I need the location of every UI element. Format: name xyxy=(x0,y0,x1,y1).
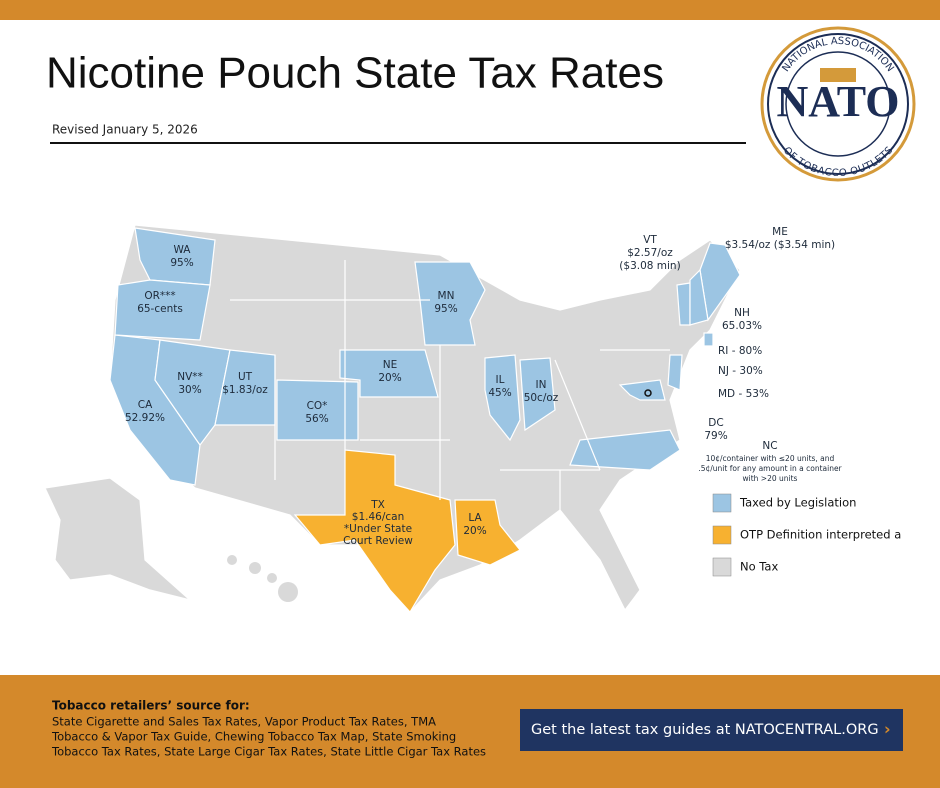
alaska xyxy=(44,477,191,601)
state-shape xyxy=(689,268,709,326)
state-label: OR*** xyxy=(144,290,175,302)
state-shape xyxy=(569,429,681,471)
state-label: TX xyxy=(370,499,385,511)
state-label: 10¢/container with ≤20 units, and xyxy=(706,454,835,463)
state-label: IL xyxy=(496,374,505,386)
state-label: ME xyxy=(772,226,788,238)
state-shape xyxy=(618,379,666,401)
state-shape xyxy=(414,261,486,346)
cta-button-bg[interactable] xyxy=(520,709,903,751)
map xyxy=(44,224,741,614)
state-borders xyxy=(230,260,670,540)
state-label: MN xyxy=(438,290,455,302)
footer-line: Tobacco Tax Rates, State Large Cigar Tax… xyxy=(51,745,486,759)
title: Nicotine Pouch State Tax Rates xyxy=(46,49,664,98)
state-label: $3.54/oz ($3.54 min) xyxy=(725,239,835,251)
footer-line: State Cigarette and Sales Tax Rates, Vap… xyxy=(52,715,436,729)
state-shape xyxy=(644,389,652,397)
state-shape xyxy=(519,357,556,432)
state-shape xyxy=(293,449,456,614)
us-outline xyxy=(109,224,741,613)
state-label: UT xyxy=(238,371,253,383)
state-label: VT xyxy=(643,234,657,246)
state-label: MD - 53% xyxy=(718,388,769,400)
state-label: $1.83/oz xyxy=(222,384,268,396)
state-label: 95% xyxy=(434,303,457,315)
state-label: 95% xyxy=(170,257,193,269)
cta-arrow[interactable]: › xyxy=(884,720,891,739)
cta-button[interactable]: Get the latest tax guides at NATOCENTRAL… xyxy=(520,709,903,751)
state-label: 56% xyxy=(305,413,328,425)
state-shape xyxy=(154,339,231,447)
state-label: .5¢/unit for any amount in a container xyxy=(698,464,842,473)
top-bar xyxy=(0,0,940,20)
state-shape xyxy=(339,349,439,398)
state-label: 20% xyxy=(378,372,401,384)
legend-label: OTP Definition interpreted a xyxy=(740,528,901,542)
state-label: ($3.08 min) xyxy=(619,260,680,272)
logo-name: NATO xyxy=(776,77,899,126)
state-shape xyxy=(484,354,521,442)
footer-heading: Tobacco retailers’ source for: xyxy=(52,699,250,713)
state-label: 20% xyxy=(463,525,486,537)
state-label: RI - 80% xyxy=(718,345,762,357)
state-label: NE xyxy=(383,359,398,371)
state-label: LA xyxy=(468,512,482,524)
state-label: Court Review xyxy=(343,535,413,547)
state-label: DC xyxy=(708,417,723,429)
state-label: 79% xyxy=(704,430,727,442)
state-label: 65.03% xyxy=(722,320,762,332)
state-label: 30% xyxy=(178,384,201,396)
logo: NATIONAL ASSOCIATION OF TOBACCO OUTLETS … xyxy=(760,26,916,182)
state-shape xyxy=(703,332,714,347)
state-label: 45% xyxy=(488,387,511,399)
state-shape xyxy=(276,379,359,441)
state-label: CO* xyxy=(307,400,328,412)
legend-label: No Tax xyxy=(740,560,778,574)
state-label: 50c/oz xyxy=(524,392,559,404)
legend-swatch xyxy=(712,557,732,577)
legend-label: Taxed by Legislation xyxy=(739,496,856,510)
legend: Taxed by Legislation OTP Definition inter… xyxy=(712,493,901,577)
state-shape xyxy=(676,282,691,326)
state-label: NV** xyxy=(177,371,203,383)
state-label: NH xyxy=(734,307,750,319)
state-label: IN xyxy=(536,379,547,391)
state-label: NJ - 30% xyxy=(718,365,763,377)
map-labels: WA95%OR***65-centsCA52.92%NV**30%UT$1.83… xyxy=(125,226,843,547)
state-shape xyxy=(667,354,683,391)
state-label: with >20 units xyxy=(743,474,798,483)
state-label: NC xyxy=(762,440,777,452)
revised-date: Revised January 5, 2026 xyxy=(52,123,198,137)
legend-swatch xyxy=(712,525,732,545)
hawaii xyxy=(227,555,298,602)
state-label: 52.92% xyxy=(125,412,165,424)
state-label: WA xyxy=(174,244,192,256)
state-shape xyxy=(454,499,521,566)
legend-swatch xyxy=(712,493,732,513)
state-label: $2.57/oz xyxy=(627,247,673,259)
cta-button-text[interactable]: Get the latest tax guides at NATOCENTRAL… xyxy=(531,722,879,738)
state-label: *Under State xyxy=(344,523,412,535)
state-shape xyxy=(114,279,211,341)
state-label: $1.46/can xyxy=(352,511,404,523)
footer-line: Tobacco & Vapor Tax Guide, Chewing Tobac… xyxy=(51,730,456,744)
state-label: CA xyxy=(138,399,153,411)
state-label: 65-cents xyxy=(137,303,183,315)
